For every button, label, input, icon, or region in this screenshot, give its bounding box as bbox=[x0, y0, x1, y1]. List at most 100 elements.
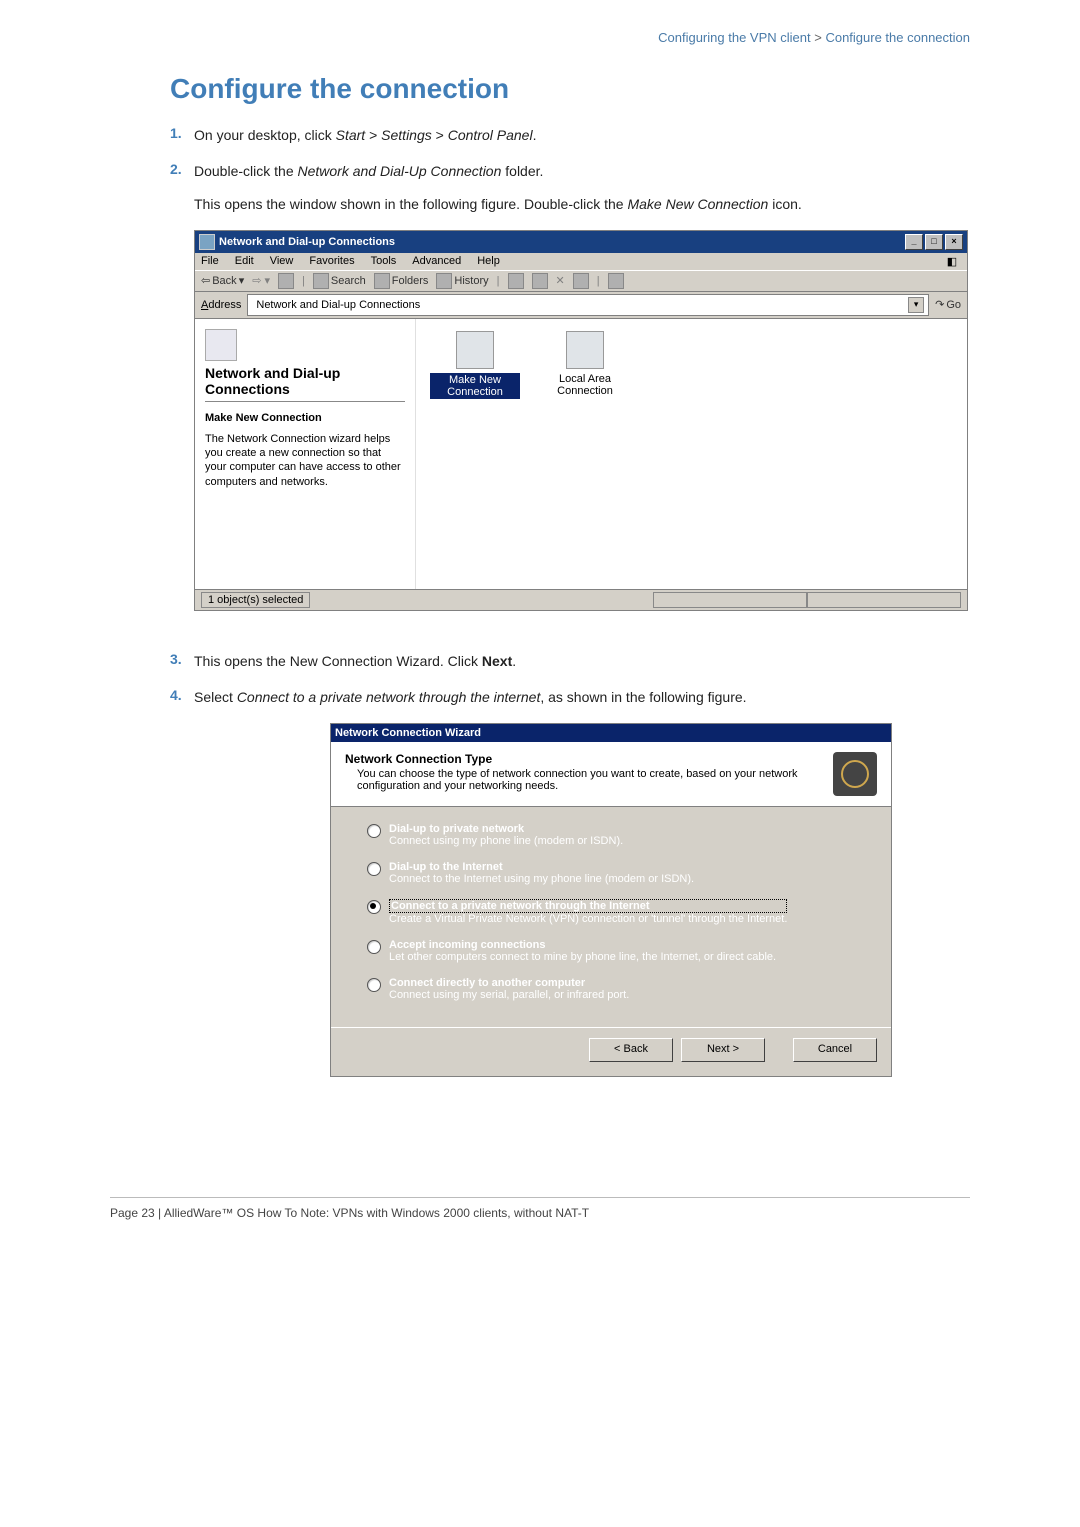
step-number: 3. bbox=[170, 651, 194, 671]
minimize-button[interactable]: _ bbox=[905, 234, 923, 250]
page-footer: Page 23 | AlliedWare™ OS How To Note: VP… bbox=[110, 1197, 970, 1220]
close-button[interactable]: × bbox=[945, 234, 963, 250]
radio-icon[interactable] bbox=[367, 940, 381, 954]
menu-favorites[interactable]: Favorites bbox=[309, 255, 354, 268]
wizard-icon bbox=[456, 331, 494, 369]
tool-icon[interactable] bbox=[532, 273, 548, 289]
menu-help[interactable]: Help bbox=[477, 255, 500, 268]
text: folder. bbox=[501, 163, 543, 179]
toolbar: ⇦ Back ▾ ⇨ ▾ | Search Folders History | … bbox=[195, 270, 967, 292]
statusbar: 1 object(s) selected bbox=[195, 589, 967, 610]
text: , as shown in the following figure. bbox=[540, 689, 746, 705]
delete-icon[interactable]: ✕ bbox=[556, 274, 565, 287]
views-icon[interactable] bbox=[608, 273, 624, 289]
label: History bbox=[454, 275, 488, 287]
up-icon[interactable] bbox=[278, 273, 294, 289]
status-cell bbox=[653, 592, 807, 608]
step-4-text: Select Connect to a private network thro… bbox=[194, 687, 970, 707]
text: Select bbox=[194, 689, 237, 705]
wizard-header-icon bbox=[833, 752, 877, 796]
local-area-connection-item[interactable]: Local Area Connection bbox=[540, 331, 630, 397]
option-dialup-private[interactable]: Dial-up to private network Connect using… bbox=[367, 823, 855, 847]
step-2-text: Double-click the Network and Dial-Up Con… bbox=[194, 161, 970, 214]
history-button[interactable]: History bbox=[436, 273, 488, 289]
text-italic: Control Panel bbox=[448, 127, 533, 143]
address-label: Address bbox=[201, 299, 241, 311]
status-text: 1 object(s) selected bbox=[201, 592, 310, 608]
address-bar: Address Network and Dial-up Connections … bbox=[195, 292, 967, 319]
wizard-title: Network Connection Wizard bbox=[335, 727, 481, 739]
text-italic: Start bbox=[336, 127, 366, 143]
text: On your desktop, click bbox=[194, 127, 336, 143]
next-button[interactable]: Next > bbox=[681, 1038, 765, 1062]
radio-icon[interactable] bbox=[367, 978, 381, 992]
text: > bbox=[432, 127, 448, 143]
window-title: Network and Dial-up Connections bbox=[219, 236, 395, 248]
option-title: Accept incoming connections bbox=[389, 939, 776, 951]
wizard-footer: < Back Next > Cancel bbox=[331, 1027, 891, 1076]
back-button[interactable]: < Back bbox=[589, 1038, 673, 1062]
menubar: File Edit View Favorites Tools Advanced … bbox=[195, 253, 967, 270]
option-desc: Let other computers connect to mine by p… bbox=[389, 951, 776, 963]
step-number: 2. bbox=[170, 161, 194, 214]
tool-icon[interactable] bbox=[508, 273, 524, 289]
panel-subtitle: Make New Connection bbox=[205, 412, 405, 424]
option-desc: Connect using my serial, parallel, or in… bbox=[389, 989, 629, 1001]
panel-icon bbox=[205, 329, 237, 361]
icon-label: Local Area Connection bbox=[540, 373, 630, 397]
text-italic: Connect to a private network through the… bbox=[237, 689, 541, 705]
text: Double-click the bbox=[194, 163, 298, 179]
forward-button[interactable]: ⇨ ▾ bbox=[252, 274, 270, 287]
wizard-titlebar: Network Connection Wizard bbox=[331, 724, 891, 742]
search-button[interactable]: Search bbox=[313, 273, 366, 289]
option-vpn[interactable]: Connect to a private network through the… bbox=[367, 899, 855, 925]
option-direct[interactable]: Connect directly to another computer Con… bbox=[367, 977, 855, 1001]
page-title: Configure the connection bbox=[170, 73, 970, 105]
menu-file[interactable]: File bbox=[201, 255, 219, 268]
breadcrumb-part1: Configuring the VPN client bbox=[658, 30, 810, 45]
wizard-body: Dial-up to private network Connect using… bbox=[331, 807, 891, 1027]
breadcrumb-sep: > bbox=[814, 30, 822, 45]
address-field[interactable]: Network and Dial-up Connections ▾ bbox=[247, 294, 929, 316]
option-dialup-internet[interactable]: Dial-up to the Internet Connect to the I… bbox=[367, 861, 855, 885]
step-number: 1. bbox=[170, 125, 194, 145]
menu-logo-icon: ◧ bbox=[943, 255, 961, 268]
make-new-connection-item[interactable]: Make New Connection bbox=[430, 331, 520, 399]
back-button[interactable]: ⇦ Back ▾ bbox=[201, 274, 244, 287]
network-icon bbox=[566, 331, 604, 369]
wizard-header: Network Connection Type You can choose t… bbox=[331, 742, 891, 807]
text-italic: Make New Connection bbox=[627, 196, 768, 212]
window-icon bbox=[199, 234, 215, 250]
text: icon. bbox=[768, 196, 801, 212]
menu-view[interactable]: View bbox=[270, 255, 294, 268]
folders-button[interactable]: Folders bbox=[374, 273, 429, 289]
wizard-header-title: Network Connection Type bbox=[345, 752, 823, 766]
radio-icon[interactable] bbox=[367, 824, 381, 838]
info-panel: Network and Dial-up Connections Make New… bbox=[195, 319, 416, 589]
option-title: Connect directly to another computer bbox=[389, 977, 629, 989]
folders-icon bbox=[374, 273, 390, 289]
option-title: Connect to a private network through the… bbox=[389, 899, 787, 913]
option-desc: Create a Virtual Private Network (VPN) c… bbox=[389, 913, 787, 925]
address-dropdown-icon[interactable]: ▾ bbox=[908, 297, 924, 313]
tool-icon[interactable] bbox=[573, 273, 589, 289]
go-button[interactable]: ↷Go bbox=[935, 298, 961, 311]
option-desc: Connect to the Internet using my phone l… bbox=[389, 873, 694, 885]
menu-tools[interactable]: Tools bbox=[371, 255, 397, 268]
radio-icon[interactable] bbox=[367, 862, 381, 876]
menu-advanced[interactable]: Advanced bbox=[412, 255, 461, 268]
wizard-window: Network Connection Wizard Network Connec… bbox=[330, 723, 892, 1077]
text: This opens the New Connection Wizard. Cl… bbox=[194, 653, 482, 669]
menu-edit[interactable]: Edit bbox=[235, 255, 254, 268]
cancel-button[interactable]: Cancel bbox=[793, 1038, 877, 1062]
step-number: 4. bbox=[170, 687, 194, 707]
label: Go bbox=[946, 299, 961, 311]
option-incoming[interactable]: Accept incoming connections Let other co… bbox=[367, 939, 855, 963]
maximize-button[interactable]: □ bbox=[925, 234, 943, 250]
text-italic: Network and Dial-Up Connection bbox=[298, 163, 502, 179]
explorer-window: Network and Dial-up Connections _ □ × Fi… bbox=[194, 230, 968, 611]
radio-icon[interactable] bbox=[367, 900, 381, 914]
address-value: Network and Dial-up Connections bbox=[256, 299, 420, 311]
wizard-header-subtitle: You can choose the type of network conne… bbox=[345, 768, 823, 792]
status-cell bbox=[807, 592, 961, 608]
